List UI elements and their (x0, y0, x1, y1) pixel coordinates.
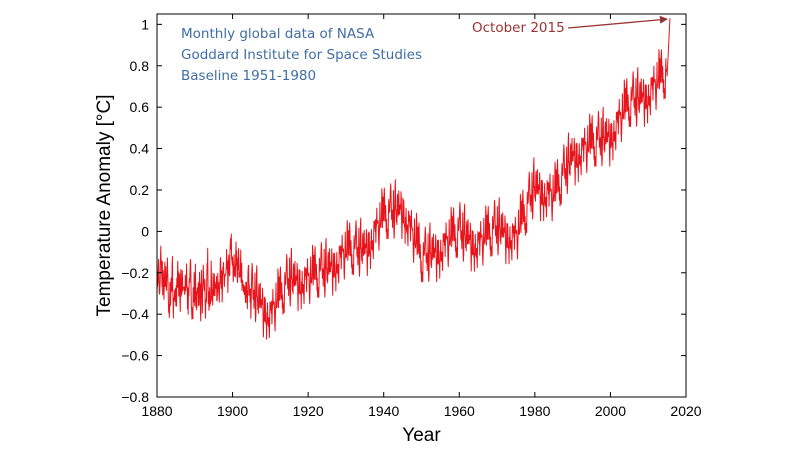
y-axis: −0.8 −0.6 −0.4 −0.2 0 0.2 0.4 0.6 0.8 1 (121, 16, 686, 405)
x-axis-title: Year (402, 425, 441, 446)
x-tick-label: 1900 (217, 403, 248, 419)
record-callout: October 2015 (472, 15, 668, 36)
x-tick-label: 1920 (293, 403, 324, 419)
note-line-3: Baseline 1951-1980 (181, 68, 316, 84)
x-tick-label: 1980 (519, 403, 550, 419)
series-layer (156, 18, 671, 340)
x-tick-label: 2020 (670, 403, 701, 419)
y-tick-label: 0.2 (130, 182, 150, 198)
data-source-note: Monthly global data of NASA Goddard Inst… (181, 26, 422, 84)
x-axis: 1880 1900 1920 1940 1960 1980 2000 2020 (141, 14, 702, 419)
x-tick-label: 2000 (595, 403, 626, 419)
note-line-1: Monthly global data of NASA (181, 26, 375, 42)
y-tick-label: −0.8 (121, 389, 149, 405)
y-tick-label: 0.6 (130, 99, 150, 115)
y-tick-label: −0.2 (121, 265, 149, 281)
series-line (156, 18, 671, 340)
y-tick-label: −0.6 (121, 348, 149, 364)
note-line-2: Goddard Institute for Space Studies (181, 47, 422, 63)
callout-arrow (567, 15, 668, 29)
y-tick-label: 0.4 (130, 141, 150, 157)
y-tick-label: −0.4 (121, 306, 149, 322)
x-tick-label: 1940 (368, 403, 399, 419)
y-tick-label: 1 (141, 16, 149, 32)
y-axis-title: Temperature Anomaly [°C] (94, 95, 115, 317)
plot-frame (156, 13, 687, 398)
x-tick-label: 1880 (141, 403, 172, 419)
y-tick-label: 0 (141, 223, 149, 239)
y-tick-label: 0.8 (130, 58, 150, 74)
x-tick-label: 1960 (444, 403, 475, 419)
callout-label: October 2015 (472, 20, 565, 36)
